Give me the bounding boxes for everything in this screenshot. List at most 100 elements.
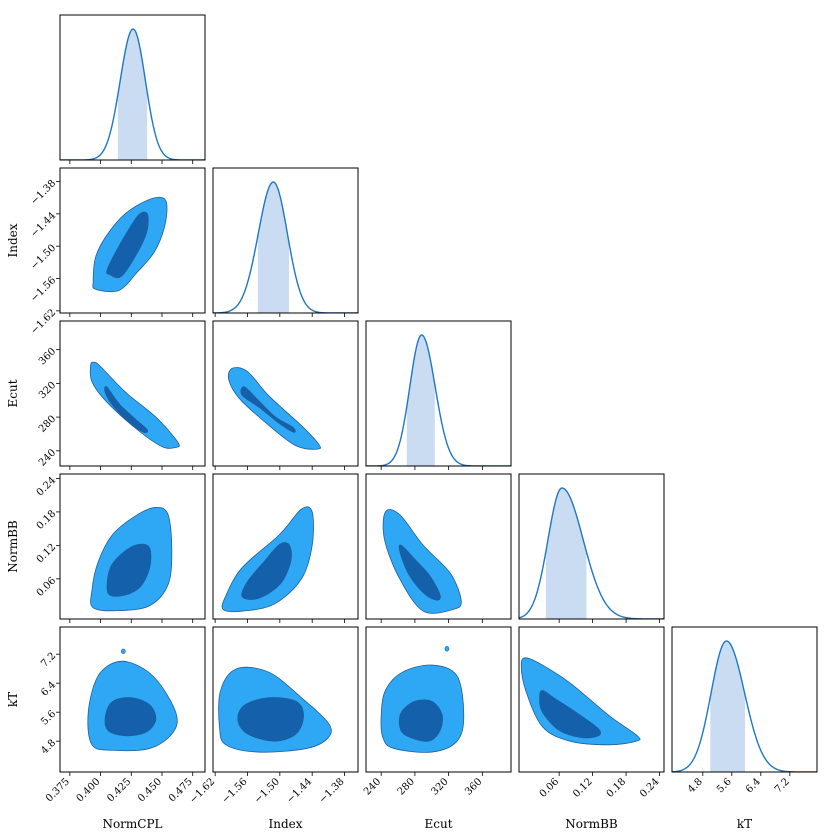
- x-tick-label: 0.400: [75, 776, 103, 804]
- panel-frame-2-0: [59, 320, 206, 467]
- x-tick-label: 0.450: [136, 776, 164, 804]
- contour-inner: [539, 690, 602, 739]
- x-tick-label: −1.38: [317, 776, 346, 805]
- x-tick-label: −1.50: [253, 776, 282, 805]
- credible-interval-ecut: [406, 334, 435, 466]
- x-tick-label: 280: [396, 776, 417, 797]
- x-axis-label-normbb: NormBB: [565, 817, 618, 831]
- contour-inner: [398, 544, 441, 601]
- x-tick-label: 0.375: [44, 776, 72, 804]
- contour-outer: [382, 509, 462, 614]
- joint-index-ecut: [227, 367, 321, 450]
- y-tick-label: −1.38: [29, 178, 58, 207]
- y-tick-label: 360: [37, 346, 58, 367]
- x-tick-label: −1.56: [220, 776, 249, 805]
- panel-frame-3-1: [212, 473, 359, 620]
- y-tick-label: 280: [37, 414, 58, 435]
- panel-frame-1-0: [59, 167, 206, 314]
- y-axis-label-ecut: Ecut: [6, 379, 20, 407]
- x-tick-label: −1.62: [188, 776, 217, 805]
- density-curve-normbb: [519, 487, 664, 619]
- credible-interval-normcpl: [117, 28, 148, 160]
- x-tick-label: 320: [429, 776, 450, 797]
- x-tick-label: 0.12: [571, 776, 595, 800]
- x-axis-label-index: Index: [268, 817, 302, 831]
- x-tick-label: 0.425: [105, 776, 133, 804]
- joint-index-normbb: [221, 506, 314, 613]
- x-tick-label: 4.8: [686, 776, 705, 795]
- panel-frame-2-1: [212, 320, 359, 467]
- y-axis-label-index: Index: [6, 223, 20, 257]
- contour-island: [444, 646, 450, 652]
- joint-ecut-kt: [380, 664, 465, 753]
- y-tick-label: −1.44: [29, 210, 58, 239]
- x-tick-label: 0.18: [605, 776, 629, 800]
- joint-index-kt: [218, 666, 332, 753]
- y-tick-label: 320: [37, 380, 58, 401]
- panel-frame-2-2: [365, 320, 512, 467]
- panel-frame-4-1: [212, 626, 359, 773]
- contour-outer: [89, 361, 180, 449]
- marginal-kt: [672, 640, 817, 772]
- contour-inner: [241, 542, 292, 600]
- joint-normbb-kt: [520, 657, 641, 746]
- x-axis-label-ecut: Ecut: [424, 817, 452, 831]
- x-tick-label: 6.4: [744, 776, 763, 795]
- panel-frame-4-2: [365, 626, 512, 773]
- panel-frame-4-0: [59, 626, 206, 773]
- joint-normcpl-ecut: [89, 361, 180, 449]
- joint-normcpl-kt: [87, 660, 178, 752]
- x-tick-label: 240: [362, 776, 383, 797]
- y-axis-label-kt: kT: [6, 692, 20, 707]
- x-axis-label-kt: kT: [737, 817, 752, 831]
- marginal-index: [213, 181, 358, 313]
- contour-inner: [237, 697, 304, 742]
- panel-frame-4-3: [518, 626, 665, 773]
- y-tick-label: −1.50: [29, 243, 58, 272]
- contour-inner: [240, 386, 296, 433]
- contour-outer: [227, 367, 321, 450]
- marginal-normbb: [519, 487, 664, 619]
- y-tick-label: 0.24: [35, 475, 59, 499]
- joint-normcpl-normbb: [90, 507, 173, 612]
- panel-frame-4-4: [671, 626, 818, 773]
- x-axis-label-normcpl: NormCPL: [102, 817, 162, 831]
- x-tick-label: 0.24: [638, 776, 662, 800]
- contour-inner: [104, 697, 157, 737]
- density-curve-ecut: [366, 334, 511, 466]
- joint-ecut-normbb: [382, 509, 462, 614]
- contour-inner: [106, 211, 149, 279]
- x-tick-label: 0.06: [538, 776, 562, 800]
- credible-interval-index: [257, 181, 289, 313]
- panel-frame-3-0: [59, 473, 206, 620]
- y-tick-label: 7.2: [39, 651, 58, 670]
- panel-frame-1-1: [212, 167, 359, 314]
- credible-interval-kt: [710, 640, 745, 772]
- x-tick-label: 360: [463, 776, 484, 797]
- y-tick-label: 0.18: [35, 508, 59, 532]
- y-tick-label: −1.56: [29, 275, 58, 304]
- panel-frame-0-0: [59, 14, 206, 161]
- y-tick-label: 0.06: [35, 575, 59, 599]
- contour-inner: [104, 386, 149, 434]
- y-tick-label: −1.62: [29, 307, 58, 336]
- y-tick-label: 4.8: [39, 738, 58, 757]
- panel-frame-3-2: [365, 473, 512, 620]
- credible-interval-normbb: [545, 487, 587, 619]
- panel-frame-3-3: [518, 473, 665, 620]
- contour-inner: [106, 543, 152, 597]
- y-tick-label: 240: [37, 447, 58, 468]
- y-tick-label: 0.12: [35, 542, 59, 566]
- contour-island: [120, 648, 126, 654]
- y-tick-label: 6.4: [39, 680, 58, 699]
- x-tick-label: 7.2: [773, 776, 792, 795]
- y-tick-label: 5.6: [39, 709, 58, 728]
- joint-normcpl-index: [92, 196, 168, 293]
- y-axis-label-normbb: NormBB: [6, 520, 20, 573]
- x-tick-label: 5.6: [715, 776, 734, 795]
- x-tick-label: −1.44: [285, 776, 314, 805]
- marginal-ecut: [366, 334, 511, 466]
- contour-inner: [398, 699, 443, 742]
- marginal-normcpl: [60, 28, 205, 160]
